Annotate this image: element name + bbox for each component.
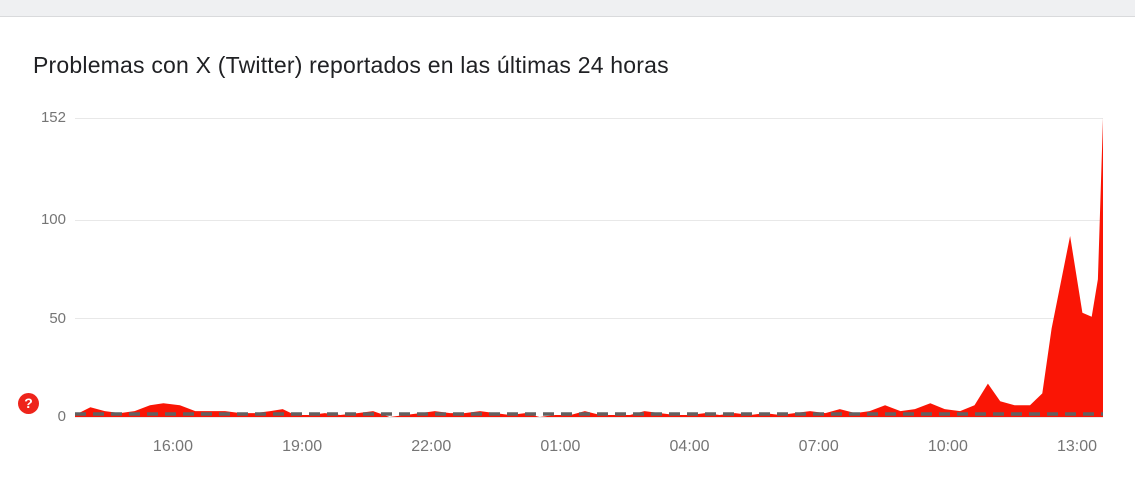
- y-axis-label: 50: [49, 309, 66, 327]
- gridline: [75, 219, 1103, 221]
- x-axis-label: 04:00: [669, 438, 710, 455]
- gridline: [75, 117, 1103, 119]
- gridline: [75, 318, 1103, 320]
- report-area-series[interactable]: [75, 118, 1103, 417]
- x-axis-label: 19:00: [282, 438, 323, 455]
- top-bar: [0, 0, 1135, 17]
- help-icon[interactable]: ?: [18, 393, 39, 414]
- x-axis-label: 13:00: [1056, 438, 1098, 455]
- y-axis-label: 152: [40, 109, 66, 126]
- plot-area: [75, 118, 1103, 417]
- gridline: [75, 416, 1103, 418]
- y-axis-label: 100: [40, 211, 66, 229]
- x-axis-label: 01:00: [540, 438, 581, 455]
- y-axis-label: 0: [57, 408, 66, 425]
- reports-chart-svg[interactable]: [75, 118, 1103, 417]
- x-axis-label: 22:00: [411, 438, 452, 455]
- x-axis-label: 16:00: [152, 438, 193, 455]
- chart-title: Problemas con X (Twitter) reportados en …: [33, 52, 669, 78]
- x-axis-label: 10:00: [927, 438, 968, 455]
- x-axis-label: 07:00: [798, 438, 839, 455]
